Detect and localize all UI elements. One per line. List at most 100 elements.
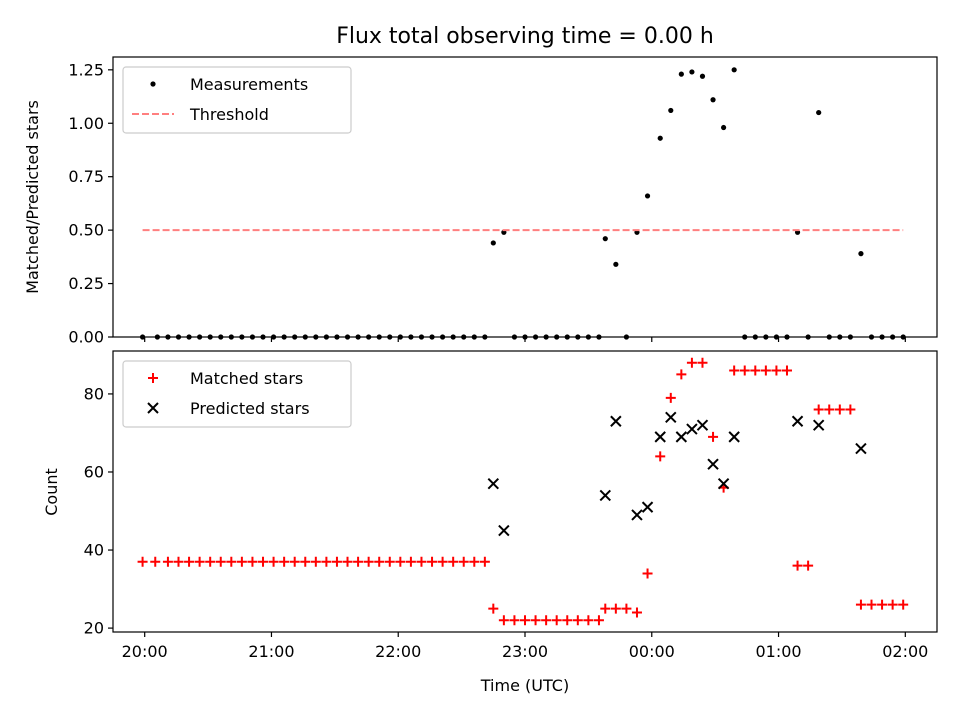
bottom-y-tick-label: 20 — [84, 619, 104, 638]
matched-stars-point — [458, 556, 469, 567]
bottom-y-tick-label: 80 — [84, 384, 104, 403]
matched-stars-point — [572, 615, 583, 626]
measurement-point — [668, 107, 674, 114]
matched-stars-point — [631, 607, 642, 618]
x-tick-label: 00:00 — [629, 642, 675, 661]
matched-stars-point — [877, 599, 888, 610]
x-tick-label: 21:00 — [248, 642, 294, 661]
matched-stars-point — [729, 365, 740, 376]
matched-stars-point — [600, 603, 611, 614]
matched-stars-point — [268, 556, 279, 567]
x-tick-label: 20:00 — [122, 642, 168, 661]
matched-stars-point — [697, 357, 708, 368]
measurement-point — [689, 69, 695, 75]
predicted-stars-point — [610, 415, 622, 427]
top-y-tick-label: 1.25 — [68, 60, 104, 79]
matched-stars-point — [479, 556, 490, 567]
matched-stars-point — [184, 556, 195, 567]
matched-stars-point — [803, 560, 814, 571]
measurement-point — [699, 73, 706, 79]
x-axis-label: Time (UTC) — [480, 676, 569, 695]
predicted-stars-point — [728, 431, 740, 443]
measurement-point — [644, 193, 651, 199]
top-y-tick-label: 0.75 — [68, 167, 104, 186]
predicted-stars-point — [707, 458, 719, 470]
top-y-tick-label: 0.25 — [68, 274, 104, 293]
matched-stars-point — [562, 615, 573, 626]
predicted-stars-point — [487, 477, 500, 490]
matched-stars-point — [824, 404, 835, 415]
matched-stars-point — [541, 615, 552, 626]
measurement-point — [816, 109, 822, 116]
matched-stars-point — [236, 556, 247, 567]
top-legend-label: Measurements — [190, 75, 308, 94]
matched-stars-point — [593, 615, 604, 626]
matched-stars-point — [642, 568, 653, 579]
matched-stars-point — [226, 556, 237, 567]
matched-stars-point — [448, 556, 459, 567]
matched-stars-point — [300, 556, 311, 567]
top-y-tick-label: 0.50 — [68, 221, 104, 240]
x-tick-label: 22:00 — [375, 642, 421, 661]
matched-stars-point — [279, 556, 290, 567]
x-tick-label: 01:00 — [755, 642, 801, 661]
bottom-legend: Matched stars Predicted stars — [122, 360, 352, 428]
predicted-stars-point — [498, 524, 510, 537]
matched-stars-point — [708, 431, 719, 442]
matched-stars-point — [665, 392, 676, 403]
matched-stars-point — [760, 365, 771, 376]
predicted-stars-point — [686, 423, 698, 435]
bottom-y-tick-label: 60 — [84, 462, 104, 481]
matched-stars-point — [898, 599, 909, 610]
matched-stars-point — [342, 556, 353, 567]
matched-stars-point — [205, 556, 216, 567]
matched-stars-point — [194, 556, 205, 567]
matched-stars-point — [150, 556, 161, 567]
bottom-y-axis-label: Count — [42, 468, 61, 516]
measurement-point — [678, 71, 684, 77]
matched-stars-point — [655, 451, 666, 462]
matched-stars-point — [792, 560, 803, 571]
predicted-stars-point — [696, 419, 709, 431]
matched-stars-point — [173, 556, 184, 567]
matched-stars-point — [247, 556, 258, 567]
matched-stars-point — [739, 365, 750, 376]
matched-stars-point — [427, 556, 438, 567]
matched-stars-point — [813, 404, 824, 415]
top-y-tick-label: 0.00 — [68, 328, 104, 347]
matched-stars-point — [845, 404, 856, 415]
predicted-stars-point — [812, 419, 825, 431]
matched-stars-point — [137, 556, 148, 567]
top-legend-box — [122, 66, 352, 134]
top-legend-label: Threshold — [189, 105, 269, 124]
matched-stars-point — [374, 556, 385, 567]
bottom-legend-label: Matched stars — [190, 369, 303, 388]
matched-stars-point — [363, 556, 374, 567]
bottom-legend-marker — [148, 373, 158, 383]
predicted-stars-point — [855, 442, 867, 455]
matched-stars-point — [621, 603, 632, 614]
matched-stars-point — [866, 599, 877, 610]
predicted-stars-point — [791, 415, 804, 427]
predicted-stars-point — [654, 431, 666, 443]
chart-title: Flux total observing time = 0.00 h — [336, 24, 714, 49]
measurement-point — [657, 135, 663, 141]
measurement-point — [490, 240, 496, 246]
matched-stars-point — [551, 615, 562, 626]
top-y-tick-label: 1.00 — [68, 114, 104, 133]
predicted-stars-point — [641, 501, 654, 513]
bottom-y-tick-label: 40 — [84, 541, 104, 560]
matched-stars-point — [437, 556, 448, 567]
matched-stars-point — [384, 556, 395, 567]
bottom-plot-area — [137, 357, 909, 626]
matched-stars-point — [258, 556, 269, 567]
matched-stars-point — [321, 556, 332, 567]
matched-stars-point — [855, 599, 866, 610]
predicted-stars-point — [599, 489, 611, 502]
top-y-axis-label: Matched/Predicted stars — [23, 100, 42, 294]
measurement-point — [613, 261, 619, 267]
measurement-point — [858, 251, 864, 257]
x-tick-label: 23:00 — [502, 642, 548, 661]
bottom-legend-box — [122, 360, 352, 428]
